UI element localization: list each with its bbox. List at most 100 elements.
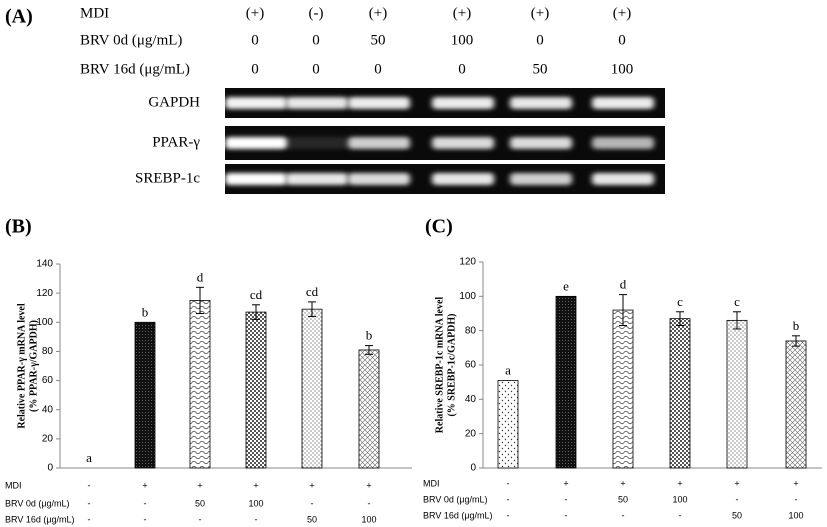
condition-label: MDI bbox=[423, 478, 440, 488]
y-tick-label: 20 bbox=[42, 433, 54, 444]
gel-band bbox=[592, 137, 654, 149]
bar bbox=[358, 349, 380, 469]
gel-band bbox=[225, 97, 287, 109]
gel-band bbox=[286, 97, 348, 109]
y-tick-label: 60 bbox=[42, 375, 54, 386]
significance-letter: d bbox=[620, 277, 627, 292]
condition-value: - bbox=[144, 514, 147, 524]
condition-label: BRV 0d (μg/mL) bbox=[80, 32, 182, 48]
condition-value: - bbox=[311, 498, 314, 508]
condition-label: BRV 0d (μg/mL) bbox=[5, 498, 70, 508]
bar bbox=[497, 380, 519, 469]
y-tick-label: 40 bbox=[465, 394, 477, 405]
condition-label: BRV 0d (μg/mL) bbox=[423, 494, 488, 504]
condition-label: MDI bbox=[5, 480, 22, 490]
y-tick-label: 40 bbox=[42, 404, 54, 415]
condition-value: - bbox=[144, 498, 147, 508]
band-label: PPAR-γ bbox=[152, 134, 200, 150]
condition-value: + bbox=[793, 478, 798, 488]
significance-letter: e bbox=[563, 278, 569, 293]
condition-value: - bbox=[368, 498, 371, 508]
significance-letter: b bbox=[366, 328, 373, 343]
gel-band bbox=[286, 137, 348, 149]
significance-letter: b bbox=[142, 304, 149, 319]
condition-value: 50 bbox=[533, 61, 548, 77]
y-tick-label: 0 bbox=[47, 463, 53, 474]
gel-band bbox=[348, 97, 410, 109]
bar bbox=[612, 309, 634, 469]
significance-letter: d bbox=[197, 269, 204, 284]
condition-value: 0 bbox=[618, 32, 626, 48]
condition-value: + bbox=[563, 478, 568, 488]
condition-value: 0 bbox=[458, 61, 466, 77]
significance-letter: a bbox=[505, 362, 511, 377]
condition-value: 100 bbox=[248, 498, 263, 508]
condition-value: + bbox=[734, 478, 739, 488]
gel-band bbox=[348, 173, 410, 185]
bar bbox=[555, 295, 577, 469]
gel-band bbox=[348, 137, 410, 149]
condition-value: 50 bbox=[307, 514, 317, 524]
condition-value: - bbox=[199, 514, 202, 524]
condition-value: - bbox=[736, 494, 739, 504]
panel-label: (C) bbox=[425, 216, 453, 238]
gel-band bbox=[225, 173, 287, 185]
gel-band bbox=[510, 97, 572, 109]
condition-value: 0 bbox=[536, 32, 544, 48]
y-tick-label: 80 bbox=[42, 346, 54, 357]
condition-value: - bbox=[507, 494, 510, 504]
band-label: SREBP-1c bbox=[135, 170, 200, 186]
y-tick-label: 0 bbox=[470, 463, 476, 474]
condition-label: BRV 16d (μg/mL) bbox=[80, 61, 190, 77]
significance-letter: c bbox=[734, 294, 740, 309]
bar bbox=[785, 340, 807, 469]
gel-band bbox=[286, 173, 348, 185]
condition-value: + bbox=[366, 480, 371, 490]
panel-label: (A) bbox=[5, 6, 33, 28]
y-tick-label: 120 bbox=[36, 288, 53, 299]
significance-letter: cd bbox=[306, 284, 319, 299]
significance-letter: a bbox=[86, 450, 92, 465]
condition-value: 100 bbox=[788, 510, 803, 520]
condition-value: 0 bbox=[251, 61, 259, 77]
condition-value: 50 bbox=[732, 510, 742, 520]
bar bbox=[669, 318, 691, 469]
condition-value: 100 bbox=[361, 514, 376, 524]
y-tick-label: 20 bbox=[465, 428, 477, 439]
condition-value: (+) bbox=[369, 5, 387, 21]
condition-value: 50 bbox=[371, 32, 386, 48]
bar bbox=[134, 321, 156, 469]
condition-value: - bbox=[255, 514, 258, 524]
condition-value: (+) bbox=[453, 5, 471, 21]
bar bbox=[726, 319, 748, 469]
condition-value: 0 bbox=[312, 32, 320, 48]
significance-letter: c bbox=[677, 294, 683, 309]
condition-value: 100 bbox=[672, 494, 687, 504]
y-tick-label: 100 bbox=[459, 291, 476, 302]
condition-value: 0 bbox=[312, 61, 320, 77]
y-tick-label: 140 bbox=[36, 259, 53, 270]
y-axis-label: (% SREBP-1c/GAPDH) bbox=[446, 313, 457, 416]
condition-value: (+) bbox=[531, 5, 549, 21]
condition-value: - bbox=[622, 510, 625, 520]
condition-label: MDI bbox=[80, 5, 109, 21]
bar bbox=[301, 308, 323, 469]
condition-label: BRV 16d (μg/mL) bbox=[5, 514, 75, 524]
bar bbox=[245, 311, 267, 469]
condition-value: (+) bbox=[246, 5, 264, 21]
y-tick-label: 100 bbox=[36, 317, 53, 328]
condition-value: - bbox=[679, 510, 682, 520]
condition-value: - bbox=[507, 478, 510, 488]
condition-value: - bbox=[88, 480, 91, 490]
condition-value: - bbox=[565, 510, 568, 520]
gel-band bbox=[592, 97, 654, 109]
condition-value: 100 bbox=[611, 61, 634, 77]
band-label: GAPDH bbox=[148, 94, 200, 110]
bar bbox=[189, 300, 211, 469]
condition-value: (-) bbox=[309, 5, 324, 21]
condition-value: 50 bbox=[195, 498, 205, 508]
condition-value: 0 bbox=[251, 32, 259, 48]
condition-value: + bbox=[197, 480, 202, 490]
y-tick-label: 60 bbox=[465, 360, 477, 371]
significance-letter: cd bbox=[250, 287, 263, 302]
